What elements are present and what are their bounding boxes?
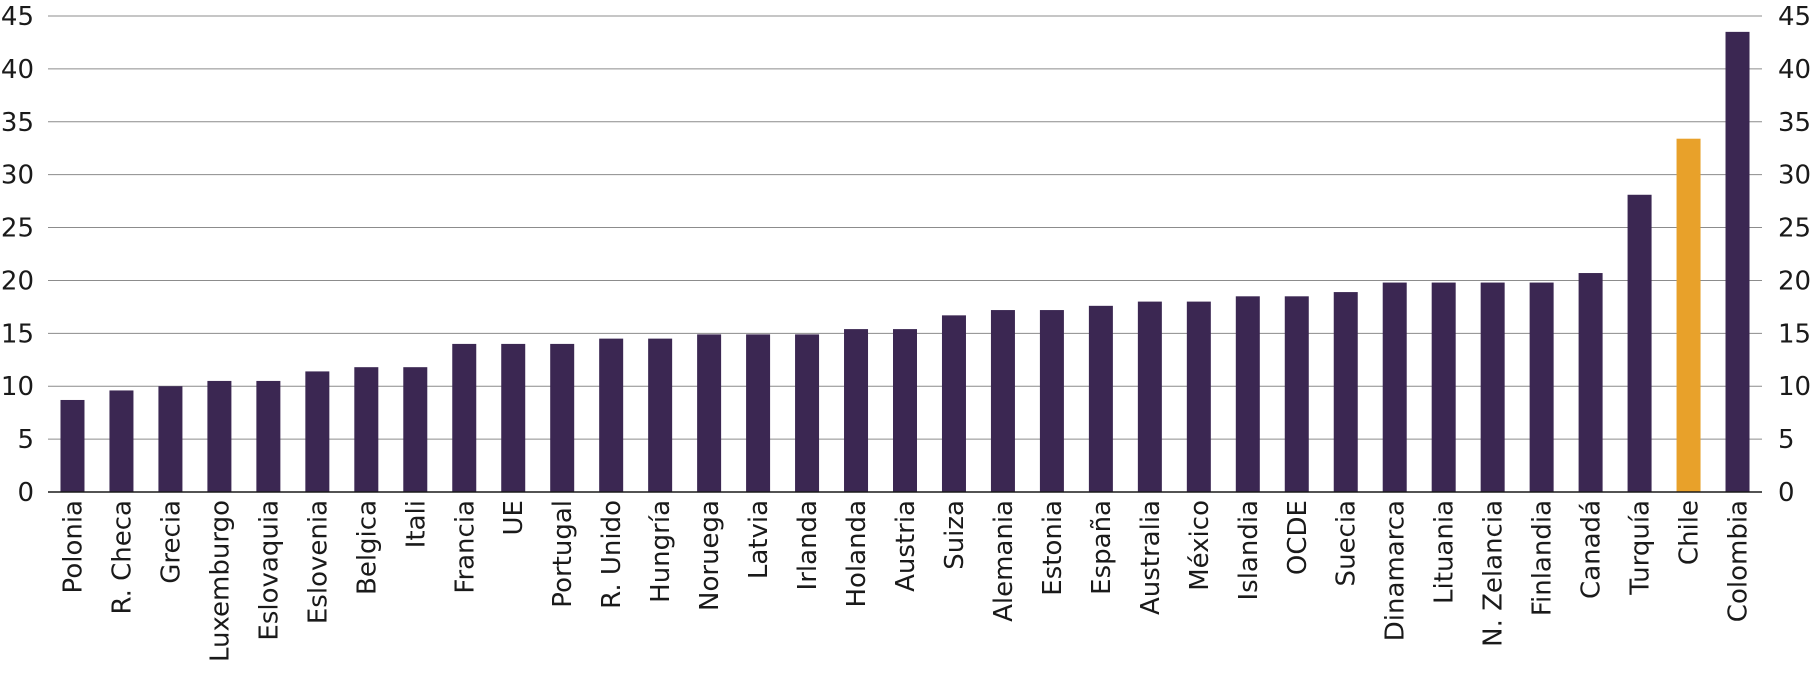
x-label-francia: Francia [450,500,480,594]
x-label-chile: Chile [1675,500,1705,565]
x-label-turqu-a: Turquía [1626,500,1656,596]
y-tick-left-30: 30 [1,161,34,191]
y-tick-left-5: 5 [17,425,34,455]
y-tick-right-40: 40 [1778,55,1811,85]
y-tick-left-20: 20 [1,266,34,296]
bar-n-zelancia [1480,282,1505,492]
bar-irlanda [795,334,820,492]
bar-r-unido [599,338,624,492]
x-label-canad-: Canadá [1577,500,1607,599]
bar-latvia [746,334,771,492]
y-tick-left-45: 45 [1,2,34,32]
y-tick-left-25: 25 [1,214,34,244]
x-label-colombia: Colombia [1724,500,1754,622]
bar-luxemburgo [207,380,232,492]
bar-r-checa [109,390,134,492]
x-label-noruega: Noruega [695,500,725,611]
y-tick-left-35: 35 [1,108,34,138]
y-tick-right-20: 20 [1778,266,1811,296]
x-label-dinamarca: Dinamarca [1381,500,1411,641]
bar-lituania [1431,282,1456,492]
x-label-eslovaquia: Eslovaquia [254,500,284,641]
x-axis-category-labels: Polonia R. Checa Grecia Luxemburgo Eslovaqui… [58,500,1753,662]
y-tick-right-30: 30 [1778,161,1811,191]
bar-eslovaquia [256,380,281,492]
right-y-axis-ticks: 0 5 10 15 20 25 30 35 40 45 [1778,2,1811,508]
x-label-suecia: Suecia [1332,500,1362,586]
x-label-latvia: Latvia [744,500,774,579]
x-label-portugal: Portugal [548,500,578,608]
x-label-holanda: Holanda [842,500,872,608]
bar-austria [893,329,917,492]
y-tick-right-25: 25 [1778,214,1811,244]
x-label-australia: Australia [1136,500,1166,615]
x-label-austria: Austria [891,500,921,592]
x-label-hungr-a: Hungría [646,500,676,603]
x-label-belgica: Belgica [352,500,382,595]
bar-dinamarca [1382,282,1407,492]
bar-itali [403,367,428,492]
bar-polonia [60,399,85,492]
bar-holanda [844,329,869,492]
y-tick-left-40: 40 [1,55,34,85]
x-label-islandia: Islandia [1234,500,1264,601]
y-tick-right-15: 15 [1778,319,1811,349]
bar-finlandia [1529,282,1554,492]
bar-chile [1676,138,1701,493]
y-tick-right-35: 35 [1778,108,1811,138]
y-tick-right-5: 5 [1778,425,1795,455]
x-label-espa-a: España [1087,500,1117,595]
y-tick-right-45: 45 [1778,2,1811,32]
x-label-ocde: OCDE [1283,500,1313,575]
bar-australia [1137,301,1162,492]
x-label-estonia: Estonia [1038,500,1068,596]
x-label-m-xico: México [1185,500,1215,591]
bar-ocde [1284,296,1309,492]
y-tick-right-10: 10 [1778,372,1811,402]
bar-francia [452,343,477,492]
bar-turqu-a [1627,194,1652,492]
bars [60,31,1750,493]
bar-portugal [550,343,575,492]
x-label-grecia: Grecia [156,500,186,584]
x-label-luxemburgo: Luxemburgo [205,500,235,662]
bar-hungr-a [648,338,673,492]
y-tick-right-0: 0 [1778,478,1795,508]
gridlines [48,15,1762,440]
bar-colombia [1725,31,1750,492]
x-label-alemania: Alemania [989,500,1019,622]
x-label-lituania: Lituania [1430,500,1460,604]
bar-grecia [158,386,183,492]
bar-m-xico [1186,301,1211,492]
x-label-suiza: Suiza [940,500,970,570]
bar-espa-a [1088,305,1113,492]
bar-belgica [354,367,379,492]
x-label-ue: UE [499,500,529,535]
bar-eslovenia [305,371,330,492]
bar-estonia [1039,310,1064,492]
x-label-irlanda: Irlanda [793,500,823,590]
x-label-eslovenia: Eslovenia [303,500,333,624]
x-label-r-unido: R. Unido [597,500,627,609]
y-tick-left-0: 0 [17,478,34,508]
x-label-n-zelancia: N. Zelancia [1479,500,1509,647]
bar-islandia [1235,296,1260,492]
left-y-axis-ticks: 0 5 10 15 20 25 30 35 40 45 [1,2,34,508]
x-label-polonia: Polonia [58,500,88,593]
bar-alemania [990,310,1015,492]
bar-suecia [1333,292,1358,492]
x-label-finlandia: Finlandia [1528,500,1558,616]
bar-suiza [941,315,966,492]
x-label-itali: Itali [401,500,431,548]
y-tick-left-15: 15 [1,319,34,349]
bar-canad- [1578,273,1603,492]
x-label-r-checa: R. Checa [107,500,137,615]
bar-ue [501,343,526,492]
bar-noruega [697,334,722,492]
y-tick-left-10: 10 [1,372,34,402]
